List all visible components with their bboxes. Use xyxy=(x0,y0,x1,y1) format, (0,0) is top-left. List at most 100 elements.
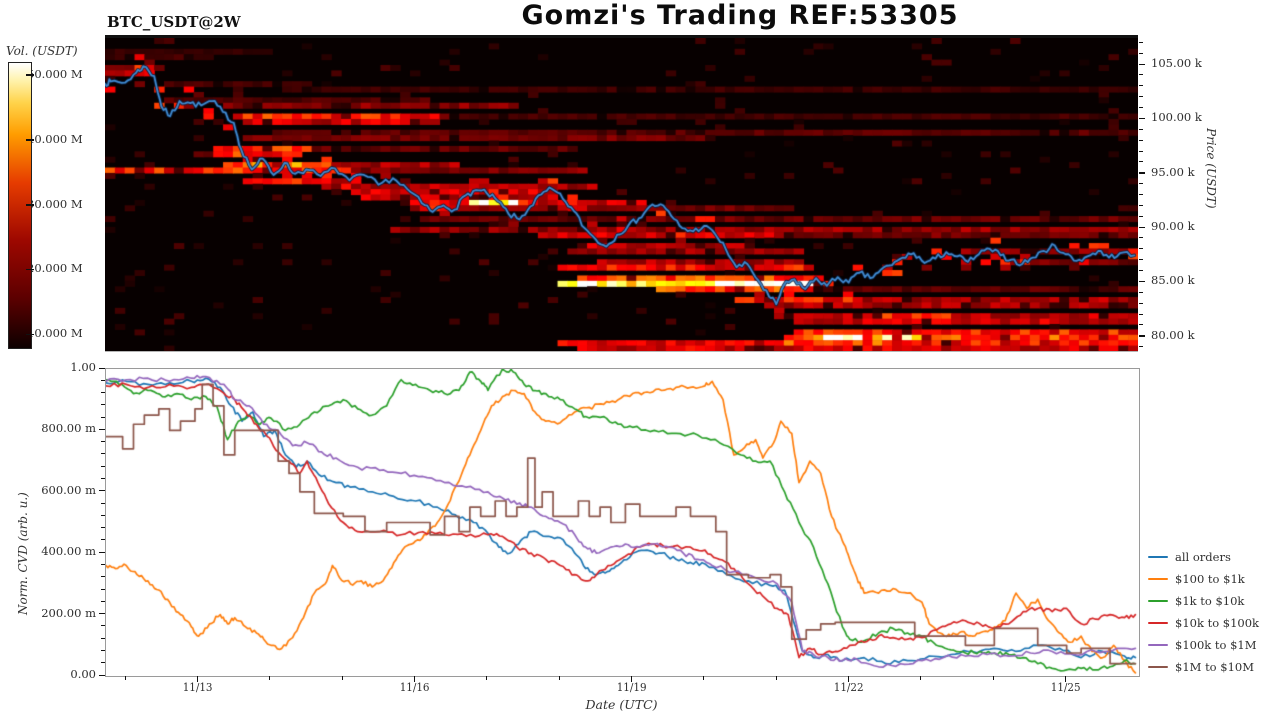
heatmap-top-spine xyxy=(105,35,1138,38)
price-minor-tick xyxy=(1139,194,1143,195)
price-minor-tick xyxy=(1139,150,1143,152)
colorbar-tick-label: 40.000 M xyxy=(27,131,83,146)
date-minor-tick xyxy=(341,676,343,680)
date-tick-mark xyxy=(1065,676,1067,682)
colorbar-tick-label: 50.000 M xyxy=(27,66,83,81)
date-minor-tick xyxy=(703,676,705,680)
date-tick-mark xyxy=(848,676,850,682)
legend-line-swatch xyxy=(1148,599,1168,603)
date-minor-tick xyxy=(992,676,994,680)
price-tick-label: 105.00 k xyxy=(1151,56,1202,71)
colorbar-tick-label: 20.000 M xyxy=(27,261,83,276)
cvd-minor-tick xyxy=(101,502,105,504)
legend-label: $100k to $1M xyxy=(1175,638,1257,652)
date-minor-tick xyxy=(920,676,922,680)
price-minor-tick xyxy=(1139,291,1143,293)
legend-label: $100 to $1k xyxy=(1175,572,1245,586)
date-tick-label: 11/19 xyxy=(616,680,647,694)
colorbar-tick-label: 30.000 M xyxy=(27,196,83,211)
legend-line-swatch xyxy=(1148,555,1168,559)
cvd-lines-canvas xyxy=(106,369,1139,676)
price-minor-tick xyxy=(1139,270,1143,272)
price-tick-label: 85.00 k xyxy=(1151,273,1195,288)
price-minor-tick xyxy=(1139,313,1143,315)
price-minor-tick xyxy=(1139,248,1143,250)
date-minor-tick xyxy=(558,676,560,680)
cvd-minor-tick xyxy=(101,600,105,602)
date-minor-tick xyxy=(269,676,271,680)
cvd-tick-label: 800.00 m xyxy=(41,421,96,436)
price-minor-tick xyxy=(1139,259,1143,261)
date-tick-mark xyxy=(631,676,633,682)
price-minor-tick xyxy=(1139,237,1143,239)
price-tick-label: 100.00 k xyxy=(1151,110,1202,125)
cvd-minor-tick xyxy=(101,588,105,590)
colorbar-tick-label: 10.000 M xyxy=(27,326,83,341)
legend-line-swatch xyxy=(1148,665,1168,669)
cvd-tick-mark xyxy=(99,367,105,369)
price-minor-tick xyxy=(1139,302,1143,304)
date-tick-mark xyxy=(414,676,416,682)
heatmap-plot xyxy=(105,38,1138,352)
cvd-minor-tick xyxy=(101,465,105,467)
colorbar-gradient xyxy=(8,62,32,349)
price-tick-mark xyxy=(1139,335,1145,337)
cvd-tick-label: 400.00 m xyxy=(41,544,96,559)
legend-item: $1M to $10M xyxy=(1148,656,1259,678)
colorbar-tick-mark xyxy=(26,74,34,76)
legend-item: $100 to $1k xyxy=(1148,568,1259,590)
price-minor-tick xyxy=(1139,183,1143,185)
liquidity-heatmap-canvas xyxy=(105,38,1138,351)
cvd-minor-tick xyxy=(101,662,105,664)
colorbar-title: Vol. (USDT) xyxy=(6,44,78,58)
date-tick-label: 11/16 xyxy=(399,680,430,694)
cvd-tick-mark xyxy=(99,428,105,431)
cvd-tick-label: 0.00 xyxy=(70,667,96,681)
cvd-tick-label: 600.00 m xyxy=(41,482,96,497)
cvd-minor-tick xyxy=(101,404,105,406)
price-minor-tick xyxy=(1139,161,1143,163)
cvd-minor-tick xyxy=(101,625,105,627)
price-minor-tick xyxy=(1139,139,1143,141)
legend-item: $1k to $10k xyxy=(1148,590,1259,612)
price-tick-label: 95.00 k xyxy=(1151,164,1195,179)
price-minor-tick xyxy=(1139,85,1143,87)
price-tick-mark xyxy=(1139,226,1145,229)
date-axis-title: Date (UTC) xyxy=(585,697,658,712)
legend-line-swatch xyxy=(1148,643,1168,647)
date-tick-label: 11/22 xyxy=(833,680,864,694)
legend-item: all orders xyxy=(1148,546,1259,568)
date-tick-mark xyxy=(197,676,199,682)
cvd-minor-tick xyxy=(101,637,105,639)
date-minor-tick xyxy=(486,676,488,680)
price-tick-label: 90.00 k xyxy=(1151,219,1195,234)
cvd-tick-label: 200.00 m xyxy=(41,605,96,620)
date-minor-tick xyxy=(124,676,126,680)
price-tick-label: 80.00 k xyxy=(1151,327,1195,342)
legend-line-swatch xyxy=(1148,577,1168,581)
cvd-minor-tick xyxy=(101,478,105,480)
cvd-minor-tick xyxy=(101,514,105,516)
cvd-minor-tick xyxy=(101,576,105,578)
price-tick-mark xyxy=(1139,117,1145,120)
legend-item: $10k to $100k xyxy=(1148,612,1259,634)
cvd-minor-tick xyxy=(101,441,105,443)
price-minor-tick xyxy=(1139,128,1143,130)
legend-label: $1M to $10M xyxy=(1175,660,1254,674)
cvd-minor-tick xyxy=(101,392,105,394)
date-minor-tick xyxy=(775,676,777,680)
colorbar-tick-mark xyxy=(26,139,34,141)
price-axis-title: Price (USDT) xyxy=(1204,128,1218,209)
price-minor-tick xyxy=(1139,204,1143,206)
date-tick-label: 11/13 xyxy=(182,680,213,694)
cvd-tick-mark xyxy=(99,490,105,492)
cvd-minor-tick xyxy=(101,563,105,565)
cvd-minor-tick xyxy=(101,416,105,418)
cvd-minor-tick xyxy=(101,649,105,651)
cvd-plot xyxy=(105,368,1140,677)
price-tick-mark xyxy=(1139,63,1145,66)
price-minor-tick xyxy=(1139,107,1143,109)
cvd-tick-label: 1.00 xyxy=(70,360,96,374)
legend-item: $100k to $1M xyxy=(1148,634,1259,656)
